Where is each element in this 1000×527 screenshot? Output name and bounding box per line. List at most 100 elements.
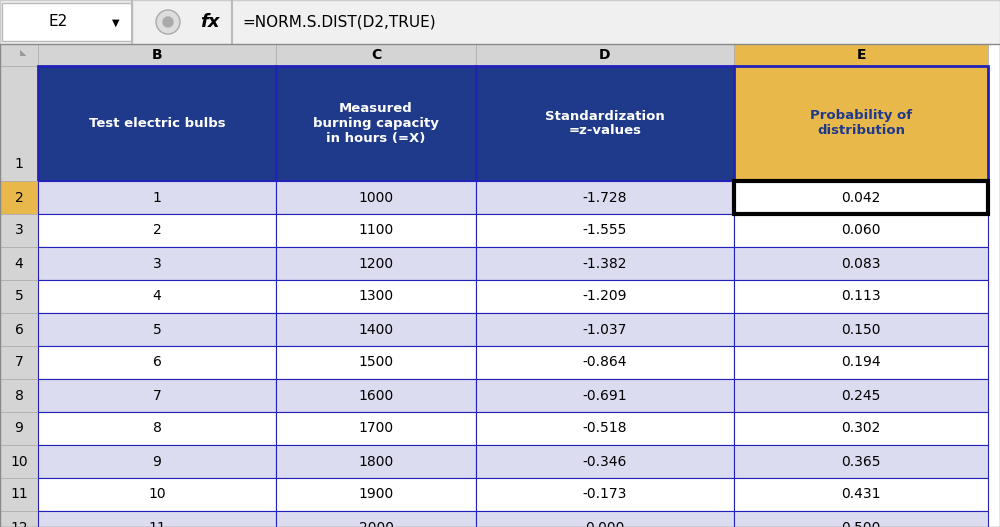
Text: 1300: 1300: [358, 289, 394, 304]
Bar: [38, 313, 276, 346]
Bar: [734, 214, 988, 247]
Text: fx: fx: [200, 13, 220, 31]
Bar: [476, 445, 734, 478]
Bar: [0, 379, 38, 412]
Bar: [476, 44, 734, 66]
Text: =NORM.S.DIST(D2,TRUE): =NORM.S.DIST(D2,TRUE): [242, 15, 436, 30]
Text: -1.728: -1.728: [583, 190, 627, 204]
Text: -1.555: -1.555: [583, 223, 627, 238]
Text: -1.209: -1.209: [583, 289, 627, 304]
Bar: [0, 346, 38, 379]
Text: 0.245: 0.245: [841, 388, 881, 403]
Bar: [476, 346, 734, 379]
Bar: [0, 511, 38, 527]
Bar: [38, 379, 276, 412]
Bar: [734, 346, 988, 379]
Bar: [476, 66, 734, 181]
Bar: [0, 412, 38, 445]
Bar: [38, 412, 276, 445]
Bar: [476, 247, 734, 280]
Bar: [0, 214, 38, 247]
Text: 11: 11: [148, 521, 166, 527]
Text: 0.500: 0.500: [841, 521, 881, 527]
Bar: [476, 214, 734, 247]
Bar: [0, 280, 38, 313]
Bar: [734, 247, 988, 280]
Text: 1500: 1500: [358, 356, 394, 369]
Text: 1400: 1400: [358, 323, 394, 337]
Text: 3: 3: [153, 257, 161, 270]
Bar: [276, 66, 476, 181]
Text: 1900: 1900: [358, 487, 394, 502]
Bar: [38, 214, 276, 247]
Bar: [38, 181, 276, 214]
Bar: [276, 478, 476, 511]
Text: 9: 9: [15, 422, 23, 435]
Bar: [38, 478, 276, 511]
Text: 3: 3: [15, 223, 23, 238]
Bar: [276, 44, 476, 66]
Text: ◣: ◣: [20, 48, 26, 57]
Bar: [276, 511, 476, 527]
Text: -0.173: -0.173: [583, 487, 627, 502]
Text: 0.302: 0.302: [841, 422, 881, 435]
Bar: [38, 44, 276, 66]
Text: 1800: 1800: [358, 454, 394, 469]
Bar: [476, 379, 734, 412]
Bar: [276, 181, 476, 214]
Bar: [734, 313, 988, 346]
Bar: [0, 445, 38, 478]
Text: 0.083: 0.083: [841, 257, 881, 270]
Bar: [0, 313, 38, 346]
Text: -1.037: -1.037: [583, 323, 627, 337]
Text: 7: 7: [15, 356, 23, 369]
Bar: [734, 181, 988, 214]
Bar: [0, 478, 38, 511]
Text: E: E: [856, 48, 866, 62]
Bar: [734, 66, 988, 181]
Bar: [476, 478, 734, 511]
Text: -0.346: -0.346: [583, 454, 627, 469]
Text: -0.864: -0.864: [583, 356, 627, 369]
Circle shape: [156, 10, 180, 34]
Bar: [276, 214, 476, 247]
Text: 9: 9: [153, 454, 161, 469]
Bar: [38, 445, 276, 478]
Text: -1.382: -1.382: [583, 257, 627, 270]
Text: 10: 10: [10, 454, 28, 469]
Text: 0.431: 0.431: [841, 487, 881, 502]
Text: 1100: 1100: [358, 223, 394, 238]
Bar: [476, 511, 734, 527]
Text: 0.150: 0.150: [841, 323, 881, 337]
Bar: [734, 412, 988, 445]
Circle shape: [163, 17, 173, 27]
Bar: [734, 44, 988, 66]
Bar: [276, 445, 476, 478]
Text: 8: 8: [153, 422, 161, 435]
Bar: [476, 280, 734, 313]
Bar: [476, 412, 734, 445]
Text: Measured
burning capacity
in hours (=X): Measured burning capacity in hours (=X): [313, 102, 439, 145]
Bar: [734, 478, 988, 511]
Bar: [38, 511, 276, 527]
Text: E2: E2: [49, 15, 68, 30]
Bar: [276, 379, 476, 412]
Text: 1: 1: [15, 157, 23, 171]
Text: 0.113: 0.113: [841, 289, 881, 304]
Text: 1700: 1700: [358, 422, 394, 435]
Bar: [276, 280, 476, 313]
Text: 12: 12: [10, 521, 28, 527]
Text: B: B: [152, 48, 162, 62]
Bar: [38, 247, 276, 280]
Text: -0.518: -0.518: [583, 422, 627, 435]
Bar: [0, 44, 38, 66]
Text: 4: 4: [153, 289, 161, 304]
Text: 0.000: 0.000: [585, 521, 625, 527]
Bar: [734, 181, 988, 214]
Text: D: D: [599, 48, 611, 62]
Text: 2: 2: [153, 223, 161, 238]
Text: 1: 1: [153, 190, 161, 204]
Bar: [734, 445, 988, 478]
Text: 0.042: 0.042: [841, 190, 881, 204]
Text: 0.194: 0.194: [841, 356, 881, 369]
